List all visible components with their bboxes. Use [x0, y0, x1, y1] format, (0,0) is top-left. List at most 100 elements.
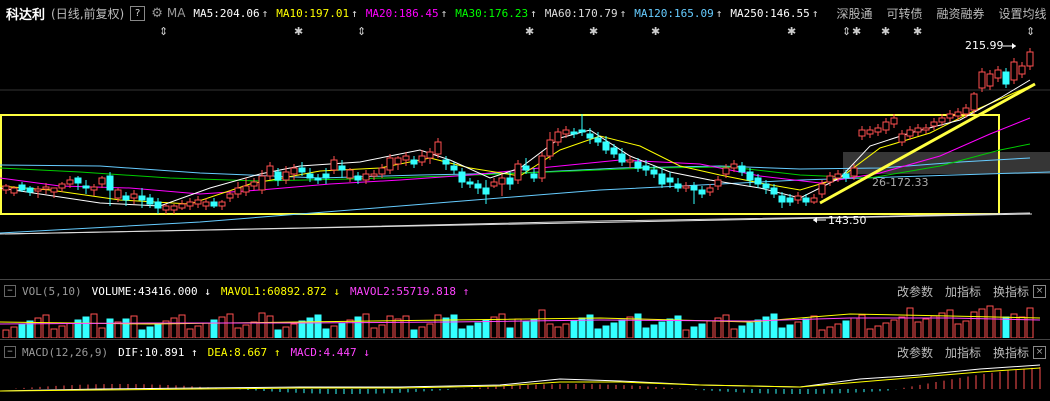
volume-bar [978, 308, 986, 338]
event-marker[interactable]: ✱ [852, 25, 862, 38]
mavol1-value: MAVOL1:60892.872 ↓ [220, 284, 341, 298]
change-params-button[interactable]: 改参数 [896, 284, 933, 299]
add-indicator-button[interactable]: 加指标 [944, 345, 981, 360]
candle-body [762, 183, 770, 189]
arrow-up-icon: ↑ [811, 7, 819, 20]
arrow-down-icon: ↓ [204, 284, 211, 298]
volume-bar [602, 325, 610, 338]
candle-body [786, 197, 794, 203]
volume-bar [722, 314, 730, 338]
event-marker[interactable]: ✱ [589, 25, 599, 38]
volume-bar [842, 320, 850, 338]
chart-mode[interactable]: (日线,前复权) [51, 6, 125, 21]
stock-name[interactable]: 科达利 [6, 7, 46, 23]
volume-bar [698, 323, 706, 338]
volume-chart[interactable] [0, 300, 1050, 338]
change-params-button[interactable]: 改参数 [896, 345, 933, 360]
trend-line [819, 82, 1036, 205]
ma-value: MA10:197.01 ↑ [276, 7, 358, 20]
event-marker[interactable]: ✱ [525, 25, 535, 38]
add-indicator-button[interactable]: 加指标 [944, 284, 981, 299]
macd-indicator-name[interactable]: MACD(12,26,9) [22, 345, 109, 359]
candle-body [90, 186, 98, 191]
volume-bar [338, 322, 346, 338]
candle-body [98, 177, 106, 185]
candle-body [634, 161, 642, 169]
support-line [4, 213, 1033, 235]
candle-body [242, 185, 250, 193]
candle-body [314, 177, 322, 181]
event-marker[interactable]: ✱ [787, 25, 797, 38]
volume-bar [770, 313, 778, 338]
volume-bar [346, 319, 354, 338]
candlestick-chart[interactable]: 215.99 143.50 26-172.33 [0, 38, 1050, 278]
volume-bar [610, 322, 618, 338]
volume-bar [554, 326, 562, 338]
candle-body [690, 185, 698, 191]
candle-body [202, 201, 210, 207]
volume-bar [66, 322, 74, 338]
candle-body [498, 177, 506, 185]
volume-bar [594, 328, 602, 338]
volume-bar [754, 319, 762, 338]
candle-body [826, 175, 834, 183]
menu-item[interactable]: 深股通 [836, 6, 873, 21]
volume-bar [818, 329, 826, 338]
event-marker[interactable]: ✱ [651, 25, 661, 38]
candle-body [474, 183, 482, 189]
arrow-left-icon [813, 217, 817, 223]
volume-bar [762, 316, 770, 338]
macd-chart[interactable] [0, 361, 1050, 401]
event-marker[interactable]: ⇕ [357, 25, 367, 38]
ma-value: MA30:176.23 ↑ [455, 7, 537, 20]
close-icon[interactable]: × [1033, 284, 1046, 298]
event-marker[interactable]: ⇕ [159, 25, 169, 38]
gear-icon[interactable]: ⚙ [151, 5, 163, 21]
menu-item[interactable]: 融资融券 [936, 6, 985, 21]
volume-bar [1010, 313, 1018, 338]
candle-body [922, 127, 930, 131]
candle-body [994, 69, 1002, 79]
event-marker[interactable]: ✱ [294, 25, 304, 38]
candle-body [986, 73, 994, 87]
volume-bar [898, 316, 906, 338]
ma-list: MA5:204.06 ↑ MA10:197.01 ↑ MA20:186.45 ↑ MA30:… [185, 6, 818, 20]
event-marker[interactable]: ✱ [881, 25, 891, 38]
candle-body [122, 195, 130, 201]
volume-bar [642, 327, 650, 338]
candle-body [194, 199, 202, 205]
volume-bar [122, 318, 130, 338]
volume-bar [666, 318, 674, 338]
event-marker[interactable]: ⇕ [842, 25, 852, 38]
candle-body [506, 177, 514, 185]
volume-bar [634, 313, 642, 338]
event-marker[interactable]: ⇕ [1026, 25, 1036, 38]
collapse-icon[interactable]: − [4, 285, 16, 297]
volume-indicator-name[interactable]: VOL(5,10) [22, 284, 82, 298]
candle-body [42, 186, 50, 190]
candle-body [594, 137, 602, 143]
volume-bar [802, 318, 810, 338]
switch-indicator-button[interactable]: 换指标 [992, 284, 1029, 299]
close-icon[interactable]: × [1033, 345, 1046, 359]
menu-item[interactable]: 设置均线 [998, 6, 1047, 21]
collapse-icon[interactable]: − [4, 346, 16, 358]
candle-body [290, 167, 298, 175]
event-marker[interactable]: ✱ [913, 25, 923, 38]
volume-bar [730, 328, 738, 338]
help-button[interactable]: ? [130, 5, 146, 21]
switch-indicator-button[interactable]: 换指标 [992, 345, 1029, 360]
volume-bar [10, 326, 18, 338]
ma10-line [0, 85, 1031, 205]
ma-value: MA250:146.55 ↑ [730, 7, 819, 20]
candle-body [338, 165, 346, 171]
top-menu: 深股通 可转债 融资融券 设置均线 [818, 5, 1046, 22]
candle-body [386, 157, 394, 171]
volume-value: VOLUME:43416.000 ↓ [91, 284, 211, 298]
candle-body [874, 127, 882, 133]
candle-body [714, 179, 722, 187]
candle-body [586, 133, 594, 139]
menu-item[interactable]: 可转债 [886, 6, 923, 21]
candle-body [434, 141, 442, 155]
candle-body [898, 133, 906, 143]
